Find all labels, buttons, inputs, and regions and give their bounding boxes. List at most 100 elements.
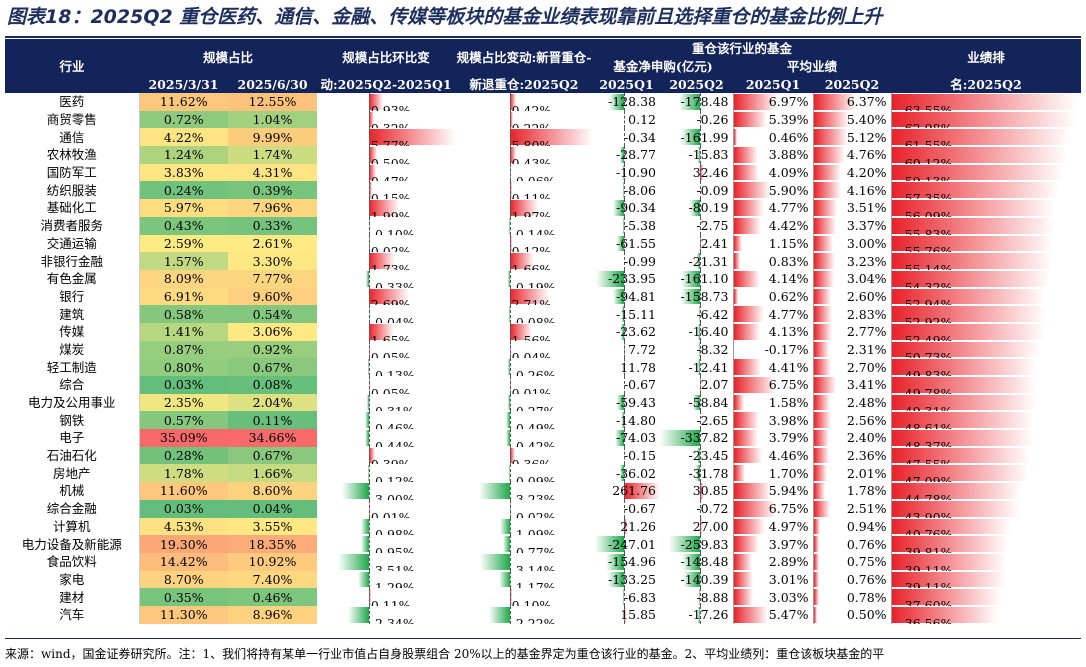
data-bar [734,111,768,128]
zero-axis [510,110,512,129]
table-row: 家电 8.70% 7.40% -1.29% -1.17% -133.25 -140.39 3.… [5,570,1082,589]
data-bar [615,430,624,446]
chart-title: 图表18：2025Q2 重仓医药、通信、金融、传媒等板块的基金业绩表现靠前且选择… [7,6,883,28]
data-bar [734,235,742,252]
data-bar [814,536,819,552]
data-bar [623,606,627,623]
scale-q2-cell: 2.61% [228,234,318,253]
zero-axis [510,305,512,323]
net-sub-q2-cell: -148.48 [660,552,733,571]
data-bar [369,200,399,216]
table-row: 汽车 11.30% 8.96% -2.34% -2.22% 15.85 -17.26 5.47… [5,605,1082,624]
scale-q2-cell: 3.55% [228,517,318,536]
zero-axis [369,128,371,147]
zero-axis [623,234,626,253]
scale-qoq-change-cell: 1.65% [317,322,455,341]
perf-q2-value: 4.20% [846,165,887,181]
perf-rank-value: 57.35% [904,191,953,200]
scale-qoq-change-value: -0.98% [370,527,415,536]
zero-axis [699,269,702,288]
industry-cell: 计算机 [5,517,140,536]
net-sub-q2-cell: -80.19 [660,199,733,217]
industry-cell: 商贸零售 [5,110,140,129]
data-bar [682,553,700,570]
data-bar [734,500,776,517]
net-sub-q1-value: -0.15 [623,448,657,464]
zero-axis [510,287,512,306]
industry-cell: 综合金融 [5,499,140,518]
net-sub-q2-cell: -161.10 [660,269,733,288]
net-sub-q1-value: -61.55 [616,235,657,251]
industry-cell: 石油石化 [5,446,140,465]
scale-qoq-change-cell: -3.51% [317,552,455,571]
data-bar [892,589,1002,605]
scale-q2-cell: 0.39% [228,181,318,200]
header-net-q2: 2025Q2 [660,75,734,93]
industry-value: 机械 [59,483,85,499]
perf-q2-cell: 0.76% [812,570,892,589]
scale-new-change-value: 0.10% [511,598,552,606]
industry-cell: 交通运输 [5,234,140,253]
scale-qoq-change-value: 0.11% [370,598,411,606]
zero-axis [623,429,626,447]
zero-axis [699,482,702,500]
industry-value: 传媒 [59,324,85,340]
perf-q2-cell: 3.23% [812,252,892,270]
scale-new-change-cell: -0.02% [455,499,593,518]
zero-axis [699,128,702,147]
perf-rank-value: 62.98% [904,120,953,129]
industry-cell: 建筑 [5,305,140,323]
data-bar [509,306,511,322]
perf-rank-cell: 48.37% [890,429,1082,447]
net-sub-q2-cell: -15.83 [660,146,733,164]
zero-axis [623,499,626,518]
industry-cell: 综合 [5,376,140,394]
header-perf-q2: 2025Q2 [813,75,892,93]
scale-q2-value: 10.92% [248,554,297,570]
fund-industry-table: 行业 规模占比 规模占比环比变 规模占比变动:新晋重仓- 重仓该行业的基金 业绩… [5,39,1082,624]
data-bar [622,412,624,429]
scale-q1-value: 1.57% [163,253,204,269]
scale-qoq-change-cell: 0.05% [317,340,455,359]
zero-axis [699,499,702,518]
perf-q2-value: 3.37% [846,218,887,234]
data-bar [814,553,819,570]
data-bar [596,270,624,287]
perf-q2-value: 3.04% [846,271,887,287]
industry-cell: 银行 [5,287,140,306]
scale-q1-value: 11.60% [159,483,208,499]
data-bar [505,412,511,429]
scale-new-change-value: 1.56% [511,332,552,341]
industry-value: 汽车 [59,607,85,623]
scale-qoq-change-cell: -2.34% [317,605,455,624]
scale-q2-value: 0.67% [252,359,293,375]
zero-axis [699,570,702,589]
perf-q1-value: 6.75% [768,377,809,393]
data-bar [365,430,370,446]
scale-new-change-value: -0.26% [511,368,556,376]
zero-axis [623,411,626,430]
scale-new-change-cell: -3.23% [455,482,593,500]
scale-q1-cell: 8.09% [139,269,228,288]
data-bar [683,571,700,588]
perf-q1-value: 4.41% [768,359,809,375]
data-bar [734,412,759,429]
data-bar [814,465,827,482]
table-row: 纺织服装 0.24% 0.39% 0.15% 0.11% -8.06 -0.09 5.90% 4… [5,181,1082,200]
scale-qoq-change-value: 0.05% [370,350,411,359]
scale-q2-cell: 0.46% [228,588,318,606]
perf-q2-cell: 1.78% [812,482,892,500]
data-bar [697,447,700,464]
perf-q1-cell: 4.97% [732,517,814,536]
scale-q2-cell: 0.08% [228,376,318,394]
data-bar [365,412,370,429]
data-bar [369,323,394,340]
perf-rank-cell: 39.11% [890,552,1082,571]
perf-q1-value: 3.88% [768,147,809,163]
scale-q1-value: 8.70% [163,571,204,587]
scale-q2-value: 3.06% [252,324,293,340]
data-bar [680,270,700,287]
perf-q2-cell: 3.04% [812,269,892,288]
scale-q1-cell: 4.53% [139,517,228,536]
data-bar [734,447,762,464]
